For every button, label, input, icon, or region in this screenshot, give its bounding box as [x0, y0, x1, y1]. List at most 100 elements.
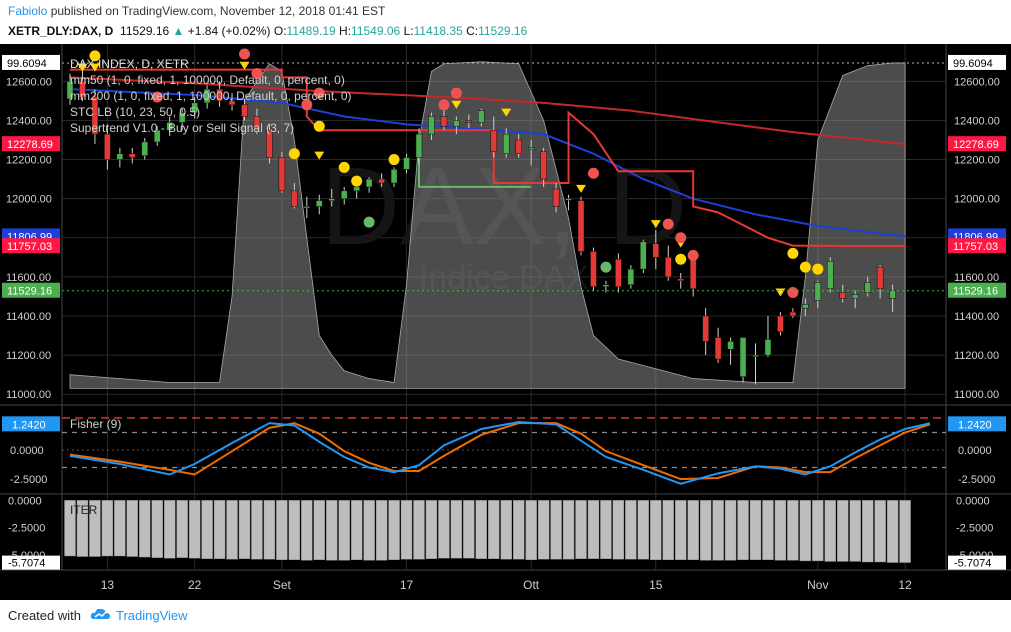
iter-histogram-bar [824, 500, 836, 562]
red-signal-dot [151, 91, 163, 103]
iter-histogram-bar [238, 500, 251, 559]
iter-histogram-bar [76, 500, 89, 557]
candle-body [216, 88, 223, 102]
open-value: 11489.19 [286, 24, 336, 38]
candle-body [515, 139, 522, 154]
iter-histogram-bar [64, 500, 76, 557]
red-signal-dot [438, 99, 450, 111]
iter-histogram-bar [749, 500, 762, 561]
iter-histogram-bar [288, 500, 301, 561]
iter-histogram-bar [201, 500, 213, 559]
red-signal-dot [587, 167, 599, 179]
iter-histogram-bar [637, 500, 650, 560]
price-tick-left: 11000.00 [6, 389, 51, 401]
iter-histogram-bar [388, 500, 400, 561]
candle-body [689, 259, 697, 289]
low-value: 11418.35 [413, 24, 463, 38]
candle-body [565, 198, 572, 201]
price-tick-left: 11600.00 [6, 272, 51, 284]
fisher-tick-right: 0.0000 [958, 445, 992, 457]
iter-histogram-bar [512, 500, 525, 560]
candle-body [129, 153, 136, 158]
high-value: 11549.06 [351, 24, 401, 38]
low-label: L: [403, 24, 414, 38]
red-signal-dot [301, 99, 313, 111]
candle-body [203, 88, 211, 104]
time-axis-label: 12 [898, 578, 912, 592]
chart-header: Fabiolo published on TradingView.com, No… [0, 0, 1011, 44]
iter-histogram-bar [861, 500, 874, 563]
iter-histogram-bar [139, 500, 151, 558]
yellow-signal-dot [288, 148, 300, 160]
candle-body [365, 178, 373, 188]
iter-histogram-bar [313, 500, 325, 561]
price-badge-label: 12278.69 [953, 139, 999, 151]
price-tick-right: 12200.00 [954, 155, 1000, 167]
iter-histogram-bar [350, 500, 363, 561]
iter-histogram-bar [837, 500, 849, 562]
candle-body [527, 147, 535, 151]
green-signal-dot [600, 261, 612, 273]
symbol-line: XETR_DLY:DAX, D 11529.16 ▲ +1.84 (+0.02%… [8, 24, 527, 38]
candle-body [752, 354, 759, 357]
fisher-badge-label: 1.2420 [958, 419, 992, 431]
candle-body [104, 133, 111, 160]
red-signal-dot [251, 68, 263, 80]
price-badge-label: 11529.16 [953, 286, 998, 298]
candle-body [278, 157, 286, 192]
iter-histogram-bar [787, 500, 799, 561]
candle-body [166, 122, 173, 131]
iter-histogram-bar [899, 500, 911, 563]
candle-body [640, 241, 647, 270]
time-axis-label: 22 [188, 578, 202, 592]
candle-body [652, 243, 660, 258]
indicator-legend-entry: STC LB (10, 23, 50, 0.5) [70, 105, 200, 119]
yellow-signal-dot [812, 263, 824, 275]
candle-body [378, 178, 385, 184]
iter-histogram-bar [712, 500, 724, 561]
candle-body [316, 200, 323, 207]
tradingview-link[interactable]: TradingView [116, 608, 188, 623]
candle-body [116, 153, 124, 160]
time-axis-label: 15 [649, 578, 663, 592]
candle-body [191, 102, 198, 113]
fisher-badge-label: 1.2420 [12, 419, 46, 431]
price-tick-left: 11400.00 [6, 311, 51, 323]
candle-body [241, 104, 248, 117]
price-tick-left: 12200.00 [6, 155, 52, 167]
created-with-text: Created with [8, 608, 81, 623]
candle-body [540, 151, 547, 180]
time-axis-label: 13 [101, 578, 115, 592]
price-tick-right: 11600.00 [954, 272, 999, 284]
candle-body [91, 96, 99, 135]
candle-body [453, 120, 460, 127]
iter-tick-right: -2.5000 [956, 523, 993, 535]
price-badge-label: 11757.03 [953, 241, 998, 253]
candle-body [739, 337, 747, 377]
iter-histogram-bar [463, 500, 475, 559]
candle-body [228, 100, 236, 106]
candle-body [839, 292, 847, 299]
red-signal-dot [450, 87, 462, 99]
sell-arrow-marker [239, 61, 250, 70]
change-up-icon: ▲ [172, 24, 185, 38]
price-tick-left: 12600.00 [6, 76, 52, 88]
iter-histogram-bar [400, 500, 413, 560]
author-link[interactable]: Fabiolo [8, 4, 48, 18]
candle-body [353, 186, 360, 192]
candle-body [577, 200, 585, 252]
price-tick-left: 12000.00 [6, 194, 52, 206]
price-tick-right: 11400.00 [954, 311, 999, 323]
symbol-name: XETR_DLY:DAX, D [8, 24, 114, 38]
candle-body [153, 129, 161, 143]
green-signal-dot [363, 216, 375, 228]
price-badge-right [948, 282, 1006, 298]
fisher-badge-right [948, 416, 1006, 432]
price-badge-label: 11757.03 [7, 241, 52, 253]
iter-histogram-bar [849, 500, 861, 562]
candle-body [440, 116, 448, 127]
fisher-tick-right: -2.5000 [958, 474, 995, 486]
candle-body [141, 141, 149, 156]
open-label: O: [273, 24, 287, 38]
